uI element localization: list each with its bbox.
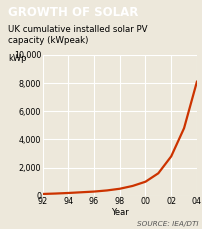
X-axis label: Year: Year: [110, 207, 128, 217]
Text: SOURCE: IEA/DTI: SOURCE: IEA/DTI: [137, 221, 198, 227]
Text: GROWTH OF SOLAR: GROWTH OF SOLAR: [8, 5, 138, 19]
Text: UK cumulative installed solar PV
capacity (kWpeak): UK cumulative installed solar PV capacit…: [8, 25, 147, 46]
Text: kWp: kWp: [8, 54, 26, 63]
